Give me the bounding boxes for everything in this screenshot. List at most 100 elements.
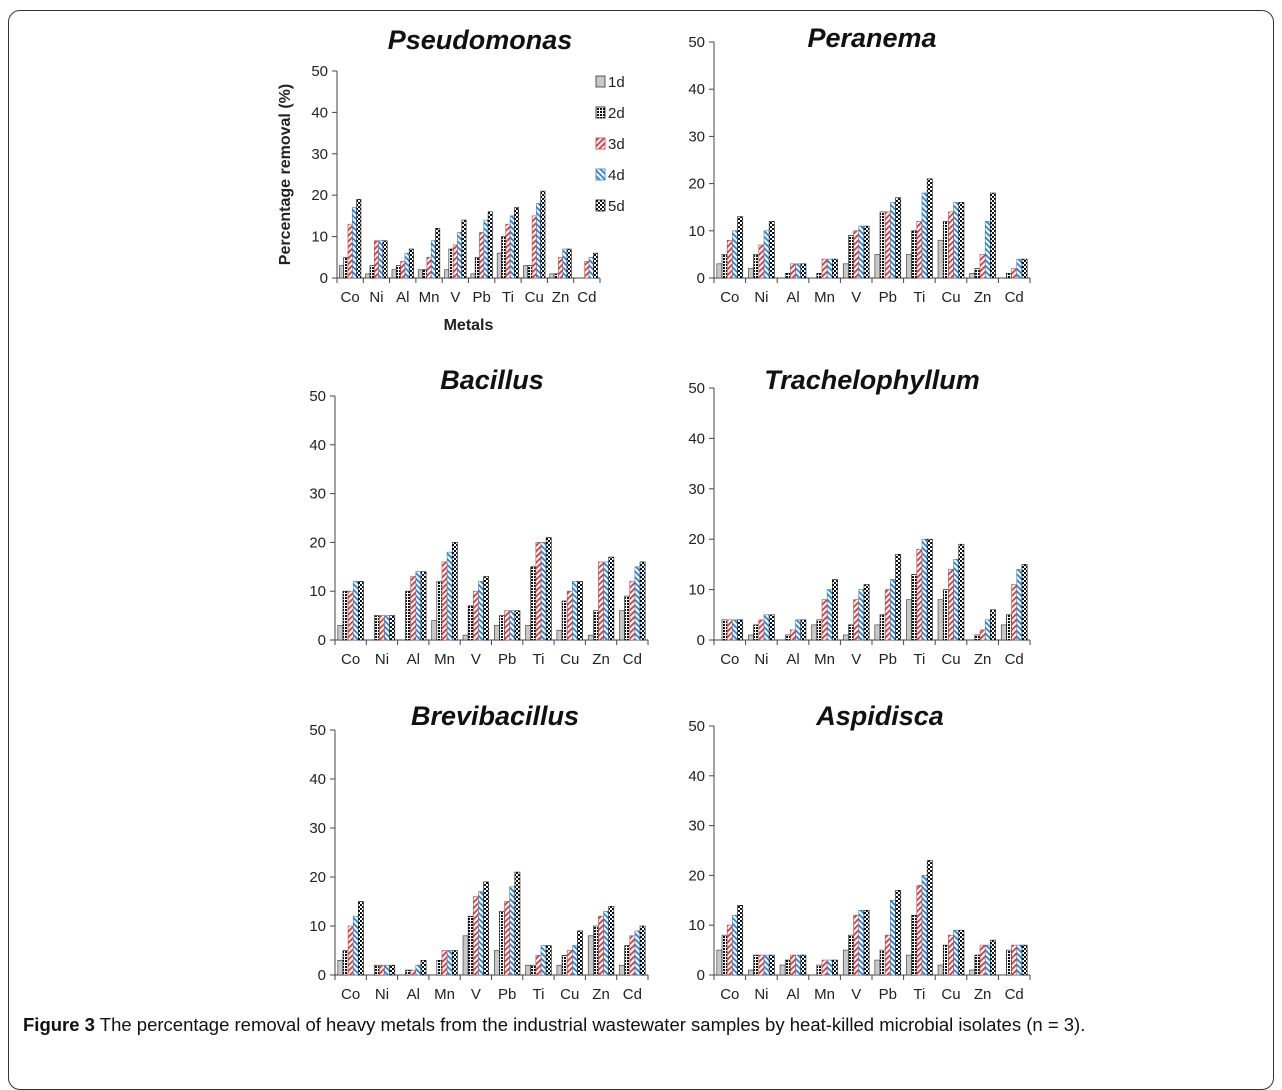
- bar: [974, 954, 981, 976]
- y-tick-label: 40: [688, 768, 705, 785]
- x-tick-label: Mn: [434, 986, 455, 1003]
- x-axis-label: Metals: [444, 317, 494, 334]
- bar: [795, 954, 802, 976]
- bar: [540, 542, 547, 641]
- y-tick-label: 10: [688, 582, 705, 599]
- bar: [832, 258, 838, 279]
- bar: [790, 954, 796, 976]
- bar: [732, 914, 738, 976]
- legend-swatch: [595, 137, 606, 150]
- bar: [1011, 268, 1018, 279]
- x-tick-label: Cd: [577, 289, 596, 306]
- bar: [926, 538, 933, 641]
- legend-swatch: [595, 168, 606, 181]
- bar: [853, 230, 860, 279]
- bar: [337, 959, 344, 976]
- bar: [536, 203, 542, 279]
- bar: [339, 265, 344, 279]
- bar: [942, 589, 949, 641]
- x-tick-label: V: [450, 289, 460, 306]
- bar: [603, 561, 610, 641]
- bar: [435, 228, 441, 279]
- bar: [422, 269, 428, 279]
- bar: [874, 624, 881, 641]
- x-tick-label: Al: [786, 289, 799, 306]
- bar: [916, 885, 923, 976]
- bar: [748, 634, 754, 641]
- bar: [634, 566, 641, 641]
- bar: [420, 959, 427, 976]
- bar: [953, 202, 960, 279]
- bar: [448, 248, 454, 279]
- bar: [373, 240, 379, 279]
- x-tick-label: Ni: [754, 651, 768, 668]
- x-tick-label: Mn: [434, 651, 455, 668]
- bar: [884, 934, 891, 976]
- bar: [916, 548, 923, 641]
- bar: [514, 871, 521, 976]
- bar: [562, 248, 568, 279]
- bar: [726, 619, 733, 641]
- bar: [593, 252, 598, 279]
- bar: [926, 860, 933, 976]
- bar: [795, 263, 802, 279]
- chart-3: 0 10 20 30 40 50 Co Ni Al Mn V Pb Ti Cu Zn Cd Tracheloph…: [688, 365, 1031, 668]
- x-tick-label: Al: [786, 986, 799, 1003]
- x-tick-label: Al: [407, 651, 420, 668]
- bar: [874, 959, 881, 976]
- bar: [531, 215, 537, 279]
- bar: [721, 254, 728, 279]
- x-tick-label: V: [471, 651, 481, 668]
- bar: [926, 178, 933, 279]
- bar: [404, 252, 410, 279]
- bar: [479, 232, 485, 279]
- x-tick-label: Al: [786, 651, 799, 668]
- bar: [478, 581, 484, 641]
- bar: [863, 909, 870, 976]
- x-tick-label: Cd: [1005, 986, 1024, 1003]
- chart-title: Peranema: [807, 23, 936, 53]
- bar: [417, 269, 423, 279]
- bar: [737, 904, 744, 976]
- bar: [566, 590, 573, 641]
- bar: [389, 615, 396, 641]
- bar: [369, 265, 375, 279]
- bar: [545, 537, 552, 641]
- bar: [426, 256, 432, 279]
- x-tick-label: Mn: [814, 651, 835, 668]
- y-tick-label: 20: [688, 531, 705, 548]
- bar: [347, 925, 354, 976]
- y-tick-label: 30: [688, 481, 705, 498]
- x-tick-label: Zn: [552, 289, 570, 306]
- bar: [758, 244, 765, 279]
- x-tick-label: Cd: [1005, 651, 1024, 668]
- y-tick-label: 50: [311, 63, 328, 80]
- bar: [587, 634, 594, 641]
- x-tick-label: Ti: [913, 986, 925, 1003]
- bar: [1006, 949, 1012, 976]
- bar: [629, 581, 636, 641]
- y-tick-label: 10: [688, 917, 705, 934]
- bar: [768, 954, 775, 976]
- figure-caption: Figure 3 The percentage removal of heavy…: [23, 1014, 1085, 1036]
- bar: [457, 232, 463, 279]
- bar: [853, 914, 860, 976]
- bar: [352, 915, 359, 976]
- bar: [373, 615, 380, 641]
- bar: [984, 619, 991, 641]
- legend-label: 5d: [608, 198, 625, 215]
- bar: [499, 910, 505, 976]
- bar: [826, 258, 833, 279]
- bar: [462, 935, 469, 976]
- bar: [1016, 569, 1023, 641]
- bar: [763, 954, 770, 976]
- y-tick-label: 0: [697, 967, 705, 984]
- bar: [753, 954, 760, 976]
- bar: [472, 590, 479, 641]
- bar: [969, 272, 976, 279]
- bar: [800, 263, 807, 279]
- y-tick-label: 20: [311, 187, 328, 204]
- x-tick-label: V: [471, 986, 481, 1003]
- x-tick-label: Al: [396, 289, 409, 306]
- bar: [816, 964, 823, 976]
